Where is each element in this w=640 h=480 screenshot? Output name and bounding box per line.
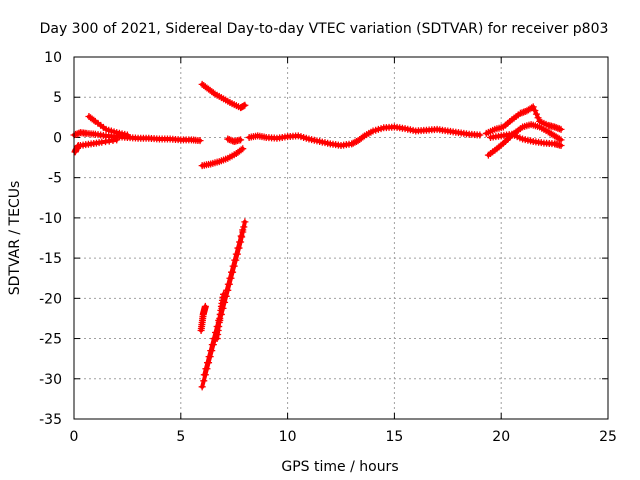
data-point	[557, 125, 565, 133]
data-point	[209, 89, 217, 97]
chart-title: Day 300 of 2021, Sidereal Day-to-day VTE…	[40, 21, 609, 37]
data-point	[349, 139, 357, 147]
series-upper-early	[85, 113, 131, 139]
y-tick-label: -15	[39, 251, 62, 267]
data-point	[237, 146, 245, 154]
x-tick-label: 5	[176, 429, 185, 445]
data-point	[241, 218, 249, 226]
x-tick-label: 10	[279, 429, 297, 445]
series-main-trace	[70, 129, 204, 145]
y-tick-label: -35	[39, 412, 62, 428]
data-point	[226, 274, 234, 282]
x-tick-label: 15	[385, 429, 403, 445]
data-point	[557, 141, 565, 149]
data-points	[70, 80, 565, 391]
data-point	[241, 101, 249, 109]
data-point	[231, 256, 239, 264]
data-point	[123, 131, 131, 139]
x-axis-label: GPS time / hours	[281, 459, 398, 475]
data-point	[205, 353, 213, 361]
y-tick-label: 10	[44, 50, 62, 66]
series-cluster-right	[213, 290, 228, 343]
series-end-curve-b	[484, 121, 565, 159]
data-point	[224, 280, 232, 288]
y-tick-label: 5	[53, 90, 62, 106]
data-point	[234, 244, 242, 252]
series-lower-arc	[198, 145, 247, 170]
data-point	[223, 286, 231, 294]
series-lower-early	[76, 136, 121, 149]
data-point	[204, 359, 211, 367]
series-end-curve-a	[482, 103, 565, 137]
y-tick-label: -30	[39, 372, 62, 388]
y-tick-label: -20	[39, 291, 62, 307]
data-point	[113, 136, 121, 144]
data-point	[232, 250, 240, 258]
data-point	[237, 232, 245, 240]
data-point	[198, 383, 206, 391]
data-point	[228, 268, 236, 276]
data-point	[200, 371, 208, 379]
data-point	[236, 238, 244, 246]
data-point	[90, 116, 98, 124]
tick-labels: 0 5 10 15 20 25 10 5 0 -5 -10 -15 -20 -25 -30 -35	[39, 50, 617, 445]
data-point	[534, 114, 542, 122]
x-tick-label: 0	[70, 429, 79, 445]
y-tick-label: -5	[48, 171, 62, 187]
data-point	[237, 136, 245, 144]
series-main-trace-2	[245, 123, 484, 149]
data-point	[207, 347, 215, 355]
data-point	[239, 145, 247, 153]
data-point	[208, 341, 216, 349]
x-tick-label: 25	[599, 429, 617, 445]
y-tick-label: -10	[39, 211, 62, 227]
x-tick-label: 20	[492, 429, 510, 445]
y-tick-label: 0	[53, 130, 62, 146]
data-point	[531, 106, 539, 114]
data-point	[529, 103, 537, 111]
data-point	[351, 138, 359, 146]
data-point	[202, 365, 210, 373]
series-end-curve-c	[487, 130, 565, 149]
y-axis-label: SDTVAR / TECUs	[7, 181, 23, 296]
data-point	[196, 137, 204, 145]
data-point	[201, 302, 209, 310]
series-mid-blob	[224, 135, 245, 145]
data-point	[359, 133, 367, 141]
y-tick-label: -25	[39, 332, 62, 348]
series-upper-arc	[198, 80, 249, 112]
data-point	[476, 131, 484, 139]
data-point	[229, 262, 237, 270]
data-point	[200, 377, 208, 385]
plot-frame	[73, 56, 609, 420]
data-point	[532, 110, 540, 118]
data-point	[220, 290, 228, 298]
data-point	[239, 226, 247, 234]
data-point	[555, 135, 563, 143]
series-cluster-left	[197, 302, 209, 335]
data-point	[348, 140, 356, 148]
